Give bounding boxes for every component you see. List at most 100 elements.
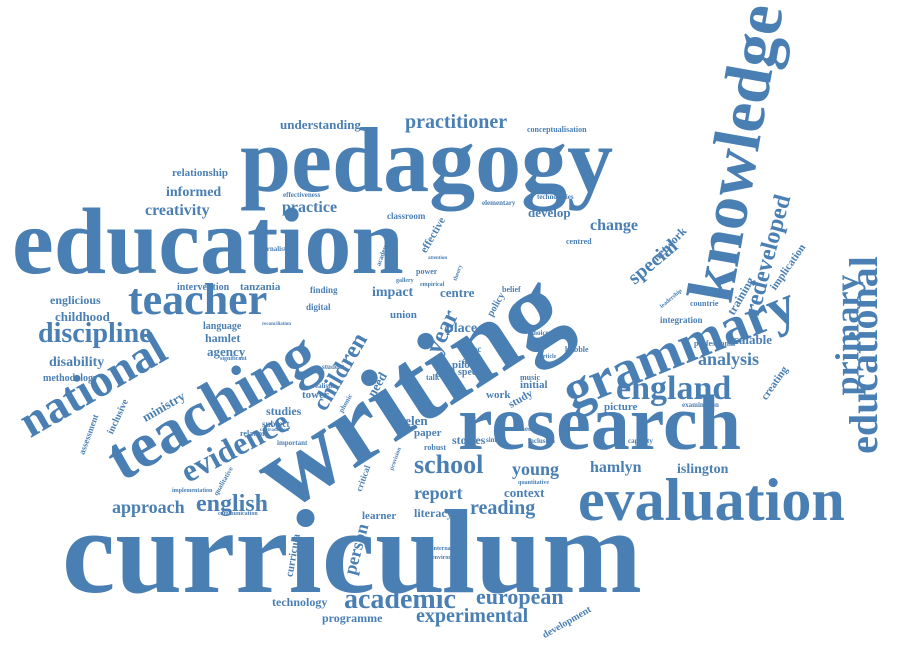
- word-informed: informed: [166, 185, 222, 200]
- word-environment: environment: [432, 555, 465, 561]
- word-focus: focus: [436, 371, 452, 379]
- word-digital: digital: [306, 302, 331, 312]
- word-creating: creating: [758, 364, 791, 403]
- word-capacity: capacity: [628, 437, 653, 445]
- word-methodology: methodology: [43, 373, 98, 384]
- word-international: international: [432, 546, 466, 552]
- word-leadership: leadership: [659, 288, 684, 310]
- word-effectiveness: effectiveness: [283, 191, 321, 199]
- word-stories: stories: [452, 433, 486, 447]
- word-centred: centred: [566, 237, 592, 246]
- word-initial: initial: [520, 379, 548, 391]
- word-reconciliation: reconciliation: [262, 322, 292, 327]
- word-professional: professional: [694, 339, 736, 348]
- word-bubble: bubble: [565, 345, 589, 354]
- word-student: student: [322, 363, 345, 371]
- word-realism: realism: [312, 382, 335, 390]
- word-talk: talk: [426, 373, 440, 382]
- word-integration: integration: [660, 315, 703, 325]
- word-language: language: [203, 321, 242, 332]
- word-literacy: literacy: [414, 506, 453, 520]
- word-relationship: relationship: [172, 167, 229, 179]
- word-speech: speech: [458, 367, 487, 378]
- word-examination: examination: [682, 401, 719, 409]
- word-learner: learner: [362, 510, 397, 522]
- word-contradiction: contradiction: [260, 428, 289, 433]
- word-reading: reading: [470, 497, 536, 519]
- word-evaluation: evaluation: [578, 467, 845, 533]
- word-proc: proc: [464, 344, 482, 354]
- word-pilot: pilot: [452, 359, 474, 371]
- word-tanzania: tanzania: [240, 281, 281, 293]
- word-context: context: [504, 485, 545, 500]
- word-islington: islington: [677, 462, 729, 477]
- word-significant: significant: [220, 356, 247, 362]
- word-programme: programme: [322, 611, 383, 625]
- word-analysis: analysis: [698, 349, 760, 369]
- word-simple: simple: [486, 436, 506, 444]
- word-primary: primary: [829, 274, 867, 396]
- word-agency: agency: [207, 344, 246, 359]
- word-journalist: journalist: [257, 245, 287, 253]
- word-hamlyn: hamlyn: [590, 459, 642, 476]
- word-power: power: [416, 267, 438, 276]
- word-hamlet: hamlet: [205, 331, 241, 345]
- word-scalable: scalable: [728, 332, 773, 347]
- word-report: report: [414, 483, 463, 503]
- word-attention: attention: [428, 256, 448, 261]
- word-theory: theory: [452, 264, 465, 282]
- word-union: union: [390, 309, 417, 321]
- word-intervention: intervention: [177, 282, 230, 293]
- word-england: england: [616, 370, 732, 407]
- word-change: change: [590, 217, 638, 234]
- word-gallery: gallery: [396, 278, 414, 284]
- word-school: school: [414, 450, 484, 479]
- word-european: european: [476, 584, 564, 609]
- word-implementation: implementation: [172, 488, 213, 494]
- word-empirical: empirical: [420, 282, 445, 288]
- word-approach: approach: [112, 497, 185, 517]
- word-technologies: technologies: [537, 193, 574, 201]
- word-practitioner: practitioner: [405, 111, 508, 133]
- word-aim: aim: [462, 355, 480, 367]
- word-quantitative: quantitative: [518, 480, 550, 486]
- word-picture: picture: [604, 401, 638, 413]
- word-englicious: englicious: [50, 293, 101, 307]
- word-belief: belief: [502, 285, 521, 294]
- word-pedagogy: pedagogy: [240, 109, 614, 211]
- word-studies: studies: [266, 404, 302, 418]
- word-article: article: [540, 354, 557, 360]
- word-paper: paper: [414, 427, 442, 439]
- word-teacher: teacher: [128, 275, 268, 324]
- word-academic: academic: [344, 584, 456, 615]
- word-creativity: creativity: [145, 202, 210, 219]
- word-countrie: countrie: [690, 299, 719, 308]
- word-media: media: [519, 425, 538, 433]
- word-discipline: discipline: [38, 318, 152, 349]
- word-education: education: [12, 190, 404, 294]
- word-helen: helen: [398, 413, 428, 428]
- word-understanding: understanding: [280, 117, 361, 132]
- word-communication: communication: [218, 511, 258, 517]
- word-finding: finding: [310, 285, 338, 295]
- word-technology: technology: [272, 595, 328, 609]
- word-experimental: experimental: [416, 605, 529, 627]
- word-impact: impact: [372, 285, 414, 300]
- word-young: young: [512, 459, 560, 479]
- word-effective: effective: [418, 215, 449, 256]
- word-tower: tower: [302, 389, 329, 401]
- word-subject: subject: [262, 419, 290, 429]
- word-curriculum: curriculum: [62, 485, 642, 618]
- word-inclusion: inclusion: [528, 437, 555, 445]
- word-research: research: [458, 379, 742, 466]
- word-place: place: [446, 321, 478, 336]
- word-classroom: classroom: [387, 211, 426, 221]
- word-choice: choice: [530, 329, 549, 337]
- word-robust: robust: [424, 443, 447, 452]
- word-work: work: [486, 389, 511, 401]
- word-important: important: [277, 439, 308, 447]
- word-practice: practice: [282, 199, 338, 216]
- word-music: music: [520, 373, 540, 382]
- word-centre: centre: [440, 285, 475, 300]
